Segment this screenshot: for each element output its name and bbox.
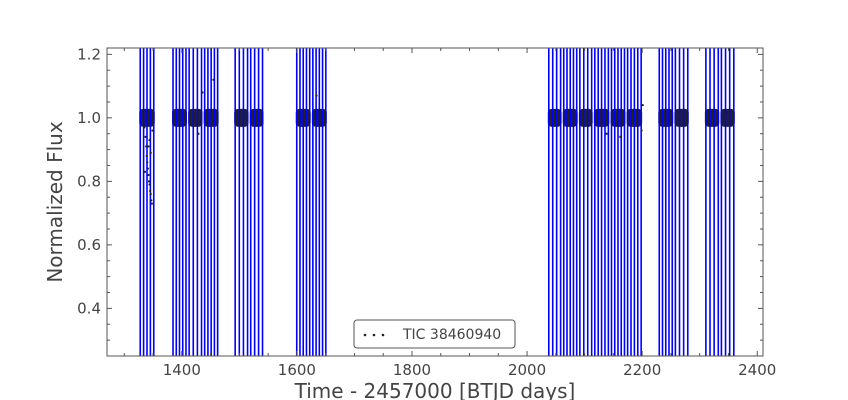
data-point xyxy=(640,129,643,132)
legend-marker-dot xyxy=(372,333,376,337)
data-point xyxy=(149,151,152,154)
data-point xyxy=(147,145,150,148)
data-point-band xyxy=(249,108,264,127)
x-axis-label: Time - 2457000 [BTJD days] xyxy=(294,379,576,400)
data-point xyxy=(150,199,153,202)
observing-segment xyxy=(172,48,187,356)
observing-segment xyxy=(658,48,674,356)
observing-segment xyxy=(139,48,155,356)
legend: TIC 38460940 xyxy=(353,319,516,349)
y-axis: 0.4 0.6 0.8 1.0 1.2 xyxy=(77,45,763,341)
data-point xyxy=(148,183,151,186)
observing-segment xyxy=(704,48,720,356)
legend-marker-dot xyxy=(381,333,385,337)
plot-frame xyxy=(106,47,764,357)
observing-segment xyxy=(626,48,643,356)
data-point xyxy=(143,126,146,129)
data-point xyxy=(197,132,200,135)
y-tick-label: 0.8 xyxy=(77,172,101,190)
data-point xyxy=(151,129,154,132)
x-tick-label: 1800 xyxy=(393,361,431,379)
x-tick-label: 2400 xyxy=(738,361,776,379)
observing-segment xyxy=(610,48,626,356)
y-tick-label: 1.0 xyxy=(77,109,101,127)
observing-segment xyxy=(674,48,689,356)
y-tick-label: 1.2 xyxy=(77,45,101,63)
data-point xyxy=(149,189,152,192)
y-axis-label: Normalized Flux xyxy=(43,121,67,283)
data-point-band xyxy=(704,108,720,127)
observing-segment xyxy=(311,48,327,356)
plot-area xyxy=(139,48,735,356)
y-tick-label: 0.6 xyxy=(77,236,101,254)
legend-box xyxy=(353,319,516,349)
data-point xyxy=(146,161,149,164)
data-point xyxy=(147,180,151,183)
data-point xyxy=(149,192,152,196)
data-point xyxy=(146,167,149,170)
data-point xyxy=(315,94,318,97)
data-point xyxy=(143,170,147,173)
y-tick-label: 0.4 xyxy=(77,299,101,317)
data-point xyxy=(148,138,151,142)
observing-segment xyxy=(547,48,562,356)
data-point xyxy=(619,135,622,139)
observing-segment xyxy=(188,48,203,356)
data-point xyxy=(605,132,608,135)
data-point-band xyxy=(674,108,689,127)
data-point xyxy=(147,173,150,177)
data-point-band xyxy=(547,108,562,127)
observing-segment xyxy=(203,48,219,356)
data-point-band xyxy=(720,108,735,127)
data-point xyxy=(641,104,644,107)
data-point-band xyxy=(188,108,203,127)
legend-label: TIC 38460940 xyxy=(402,327,501,343)
observing-segment xyxy=(578,48,593,356)
x-tick-label: 1400 xyxy=(163,361,201,379)
x-tick-label: 2200 xyxy=(623,361,661,379)
observing-segment xyxy=(720,48,735,356)
data-point xyxy=(212,78,215,81)
observing-segment xyxy=(562,48,578,356)
data-point xyxy=(145,145,148,148)
data-point xyxy=(144,135,147,139)
data-point xyxy=(150,202,153,205)
observing-segment xyxy=(249,48,264,356)
x-axis: 1400 1600 1800 2000 2200 2400 xyxy=(123,48,776,379)
data-point-band xyxy=(578,108,593,127)
legend-marker-dot xyxy=(363,333,367,337)
data-point xyxy=(201,91,204,94)
x-tick-label: 2000 xyxy=(508,361,546,379)
data-point-band xyxy=(234,108,249,127)
observing-segment xyxy=(593,48,610,356)
data-point xyxy=(145,154,148,158)
observing-segment xyxy=(234,48,249,356)
observing-segment xyxy=(295,48,311,356)
x-tick-label: 1600 xyxy=(278,361,316,379)
